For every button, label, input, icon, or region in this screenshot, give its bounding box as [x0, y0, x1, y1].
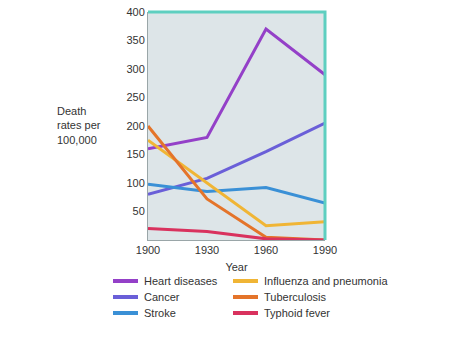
svg-text:1990: 1990: [313, 244, 337, 256]
svg-text:Cancer: Cancer: [144, 291, 180, 303]
svg-text:50: 50: [133, 205, 145, 217]
svg-text:1960: 1960: [254, 244, 278, 256]
svg-text:Deathrates per100,000: Deathrates per100,000: [57, 105, 101, 146]
svg-text:Typhoid fever: Typhoid fever: [264, 307, 330, 319]
svg-text:Stroke: Stroke: [144, 307, 176, 319]
svg-text:Tuberculosis: Tuberculosis: [264, 291, 326, 303]
svg-text:400: 400: [126, 6, 144, 18]
svg-text:1900: 1900: [136, 244, 160, 256]
svg-text:300: 300: [126, 63, 144, 75]
svg-text:Year: Year: [225, 261, 248, 273]
svg-text:Influenza and pneumonia: Influenza and pneumonia: [264, 275, 388, 287]
svg-text:Heart diseases: Heart diseases: [144, 275, 218, 287]
svg-text:100: 100: [126, 177, 144, 189]
svg-text:350: 350: [126, 34, 144, 46]
svg-text:250: 250: [126, 91, 144, 103]
svg-text:200: 200: [126, 120, 144, 132]
svg-text:150: 150: [126, 148, 144, 160]
svg-text:1930: 1930: [195, 244, 219, 256]
